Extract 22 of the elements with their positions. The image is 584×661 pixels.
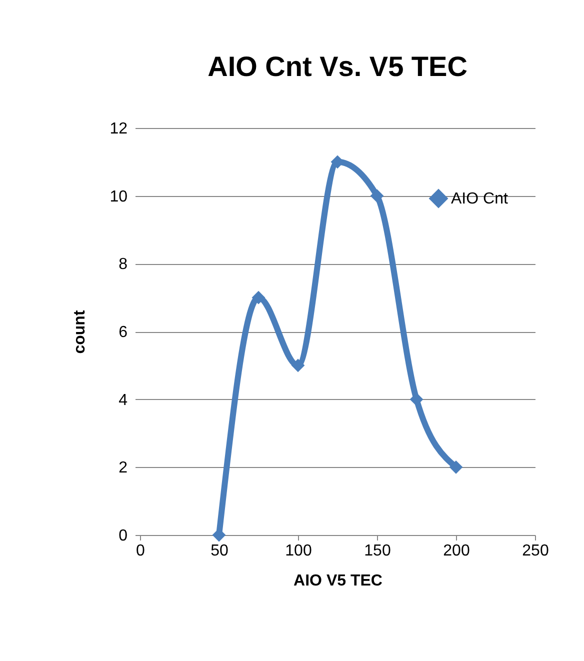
x-tick-label: 200 (443, 542, 470, 560)
y-tick-label: 12 (110, 120, 128, 138)
y-axis-title: count (72, 310, 89, 354)
x-axis-title: AIO V5 TEC (294, 572, 383, 590)
x-tick-label: 0 (136, 542, 146, 560)
point (291, 358, 305, 372)
x-tick-label: 250 (522, 542, 549, 560)
y-tick-label: 0 (118, 528, 128, 544)
point (449, 460, 463, 474)
point (410, 392, 424, 406)
legend-label: AIO Cnt (451, 190, 508, 208)
y-tick-label: 10 (110, 188, 128, 206)
y-tick-label: 4 (118, 392, 128, 409)
x-tick-label: 100 (285, 542, 312, 560)
x-tick-label: 150 (364, 542, 391, 560)
y-tick-label: 2 (118, 460, 128, 477)
point (252, 290, 266, 304)
y-tick-label: 6 (118, 324, 128, 341)
y-tick-label: 8 (118, 256, 128, 274)
x-tick-label: 50 (210, 542, 228, 560)
chart-title: AIO Cnt Vs. V5 TEC (208, 51, 468, 82)
point (370, 189, 384, 203)
